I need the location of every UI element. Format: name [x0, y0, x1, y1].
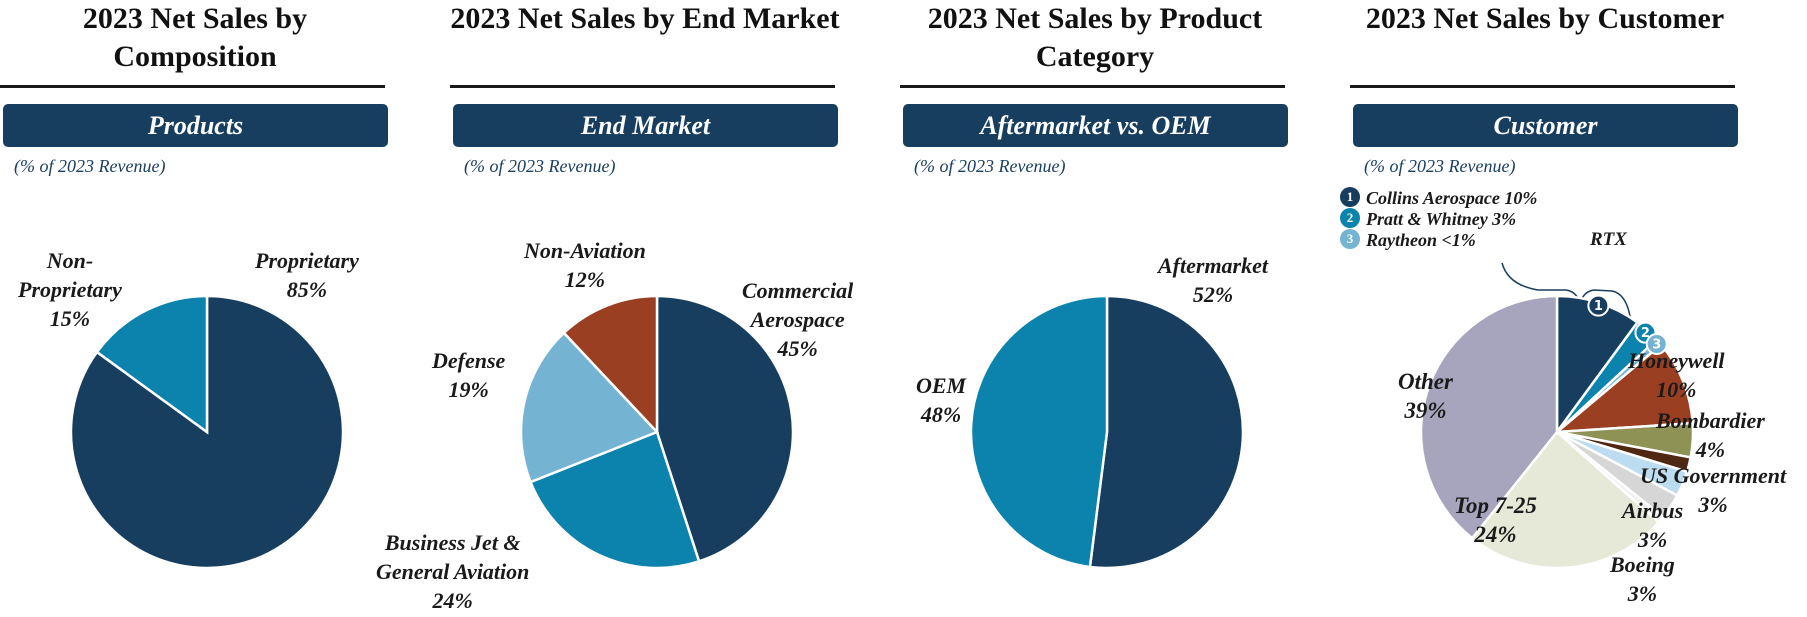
title-rule	[1350, 85, 1735, 88]
label-non-aviation: Non-Aviation 12%	[524, 238, 646, 292]
label-proprietary: Proprietary 85%	[255, 248, 359, 302]
chart-subtitle: (% of 2023 Revenue)	[14, 156, 166, 176]
pie-slice-0	[655, 294, 795, 563]
label-aftermarket: Aftermarket 52%	[1158, 253, 1268, 307]
chart-title: 2023 Net Sales by Product Category	[927, 2, 1263, 73]
legend-badge: 3	[1340, 229, 1360, 249]
pie-chart-end-market	[519, 294, 795, 570]
legend-text: Collins Aerospace 10%	[1366, 188, 1538, 208]
chart-panel-customer: 2023 Net Sales by Customer Customer (% o…	[1340, 0, 1786, 617]
title-rule	[0, 85, 385, 88]
legend-text: Pratt & Whitney 3%	[1366, 209, 1517, 229]
label-airbus: Airbus 3%	[1622, 498, 1684, 552]
label-business-jet: Business Jet & General Aviation 24%	[376, 530, 530, 613]
chart-panel-end-market: 2023 Net Sales by End Market End Market …	[376, 0, 854, 617]
pie-slice-10	[1419, 294, 1559, 541]
pie-chart-customer: 1 23	[1419, 262, 1695, 570]
section-banner: Aftermarket vs. OEM	[903, 104, 1288, 147]
pie-chart-product-category	[969, 294, 1245, 570]
slice-badge-number: 3	[1652, 338, 1661, 353]
legend-item: 1 Collins Aerospace 10%	[1340, 187, 1537, 209]
slice-badge-number: 1	[1594, 299, 1603, 314]
legend-item: 2 Pratt & Whitney 3%	[1340, 208, 1516, 230]
chart-panel-composition: 2023 Net Sales by Composition Products (…	[0, 0, 400, 617]
title-rule	[450, 85, 835, 88]
legend-badge: 1	[1340, 187, 1360, 207]
legend-text: Raytheon <1%	[1366, 230, 1476, 250]
slice-badge-3	[1645, 333, 1668, 356]
label-oem: OEM 48%	[916, 373, 967, 427]
pie-slice-3	[562, 294, 659, 436]
pie-slice-1	[95, 294, 209, 435]
label-bombardier: Bombardier 4%	[1656, 408, 1765, 462]
pie-slice-0	[1088, 294, 1245, 570]
label-rtx: RTX	[1590, 229, 1627, 250]
slice-badge-number: 2	[1641, 326, 1650, 341]
label-boeing: Boeing 3%	[1610, 552, 1675, 606]
title-rule	[900, 85, 1285, 88]
legend-item: 3 Raytheon <1%	[1340, 229, 1476, 251]
chart-subtitle: (% of 2023 Revenue)	[1364, 156, 1516, 176]
label-honeywell: Honeywell 10%	[1628, 348, 1725, 402]
pie-chart-composition	[69, 294, 345, 570]
label-us-government: US Government 3%	[1640, 463, 1787, 517]
chart-panel-product-category: 2023 Net Sales by Product Category After…	[900, 0, 1300, 617]
pie-slice-1	[969, 294, 1109, 569]
label-commercial-aerospace: Commercial Aerospace 45%	[742, 278, 854, 361]
label-non-proprietary: Non- Proprietary 15%	[18, 248, 122, 331]
chart-subtitle: (% of 2023 Revenue)	[914, 156, 1066, 176]
slice-badge-1	[1587, 294, 1610, 317]
label-other: Other 39%	[1398, 369, 1453, 423]
pie-slice-9	[1470, 430, 1661, 570]
label-defense: Defense 19%	[432, 348, 506, 402]
section-banner: Customer	[1353, 104, 1738, 147]
chart-title: 2023 Net Sales by End Market	[450, 2, 840, 35]
section-banner: End Market	[453, 104, 838, 147]
legend-badge: 2	[1340, 208, 1360, 228]
pie-slice-2	[519, 331, 660, 484]
chart-title: 2023 Net Sales by Customer	[1365, 2, 1725, 35]
section-banner: Products	[3, 104, 388, 147]
chart-subtitle: (% of 2023 Revenue)	[464, 156, 616, 176]
chart-title: 2023 Net Sales by Composition	[82, 2, 308, 73]
label-top-7-25: Top 7-25 24%	[1454, 493, 1537, 547]
